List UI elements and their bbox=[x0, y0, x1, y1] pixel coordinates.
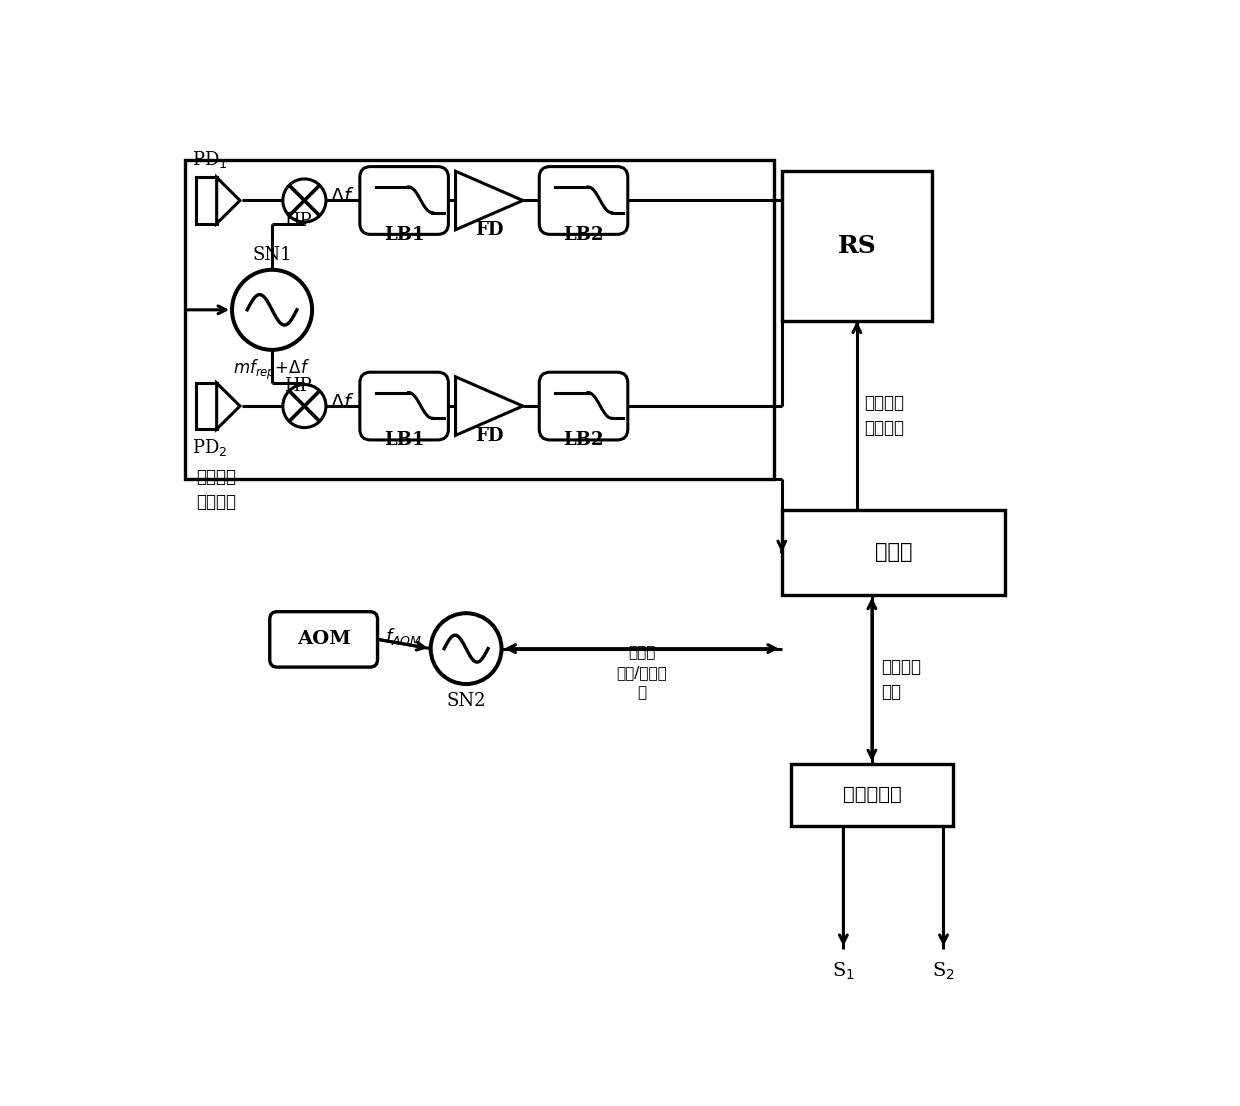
Text: PD$_2$: PD$_2$ bbox=[192, 437, 227, 458]
Bar bbox=[781, 171, 932, 322]
Bar bbox=[781, 510, 1006, 595]
FancyBboxPatch shape bbox=[539, 373, 627, 440]
Text: $\Delta f$: $\Delta f$ bbox=[330, 393, 355, 411]
Text: SN1: SN1 bbox=[252, 246, 291, 263]
Bar bbox=[791, 764, 952, 826]
Text: S$_1$: S$_1$ bbox=[832, 960, 854, 982]
Text: LB2: LB2 bbox=[563, 431, 604, 449]
Bar bbox=[196, 383, 217, 429]
Text: RS: RS bbox=[837, 234, 877, 259]
Text: FD: FD bbox=[475, 221, 503, 239]
Text: AOM: AOM bbox=[296, 630, 351, 648]
Circle shape bbox=[430, 613, 501, 684]
Bar bbox=[185, 159, 774, 479]
Text: FD: FD bbox=[475, 427, 503, 445]
Polygon shape bbox=[455, 377, 523, 436]
Bar bbox=[196, 177, 217, 223]
Text: PD$_1$: PD$_1$ bbox=[192, 148, 227, 169]
Text: HP: HP bbox=[284, 211, 311, 230]
Text: 快门控制器: 快门控制器 bbox=[842, 785, 901, 804]
Text: $mf_{rep}$$+\Delta f$: $mf_{rep}$$+\Delta f$ bbox=[233, 357, 311, 382]
Circle shape bbox=[283, 385, 326, 428]
Text: 计算机: 计算机 bbox=[874, 542, 913, 562]
Text: HP: HP bbox=[284, 377, 311, 395]
Polygon shape bbox=[217, 177, 241, 223]
FancyBboxPatch shape bbox=[360, 167, 449, 234]
Text: LB1: LB1 bbox=[384, 431, 424, 449]
Text: 参数控制
数据采集: 参数控制 数据采集 bbox=[864, 394, 904, 437]
Polygon shape bbox=[455, 171, 523, 230]
Circle shape bbox=[232, 270, 312, 349]
Circle shape bbox=[283, 179, 326, 222]
Text: 外差信号
频率控制: 外差信号 频率控制 bbox=[197, 468, 237, 511]
FancyBboxPatch shape bbox=[539, 167, 627, 234]
Text: LB2: LB2 bbox=[563, 226, 604, 243]
Polygon shape bbox=[217, 383, 241, 429]
Text: SN2: SN2 bbox=[446, 691, 486, 710]
FancyBboxPatch shape bbox=[270, 612, 377, 667]
Text: $\Delta f$: $\Delta f$ bbox=[330, 187, 355, 206]
Text: LB1: LB1 bbox=[384, 226, 424, 243]
Text: 信号源
输出/关闭控
制: 信号源 输出/关闭控 制 bbox=[616, 645, 667, 700]
FancyBboxPatch shape bbox=[360, 373, 449, 440]
Text: S$_2$: S$_2$ bbox=[932, 960, 955, 982]
Text: 快门开闭
控制: 快门开闭 控制 bbox=[882, 658, 921, 701]
Text: $f_{AOM}$: $f_{AOM}$ bbox=[386, 626, 423, 647]
